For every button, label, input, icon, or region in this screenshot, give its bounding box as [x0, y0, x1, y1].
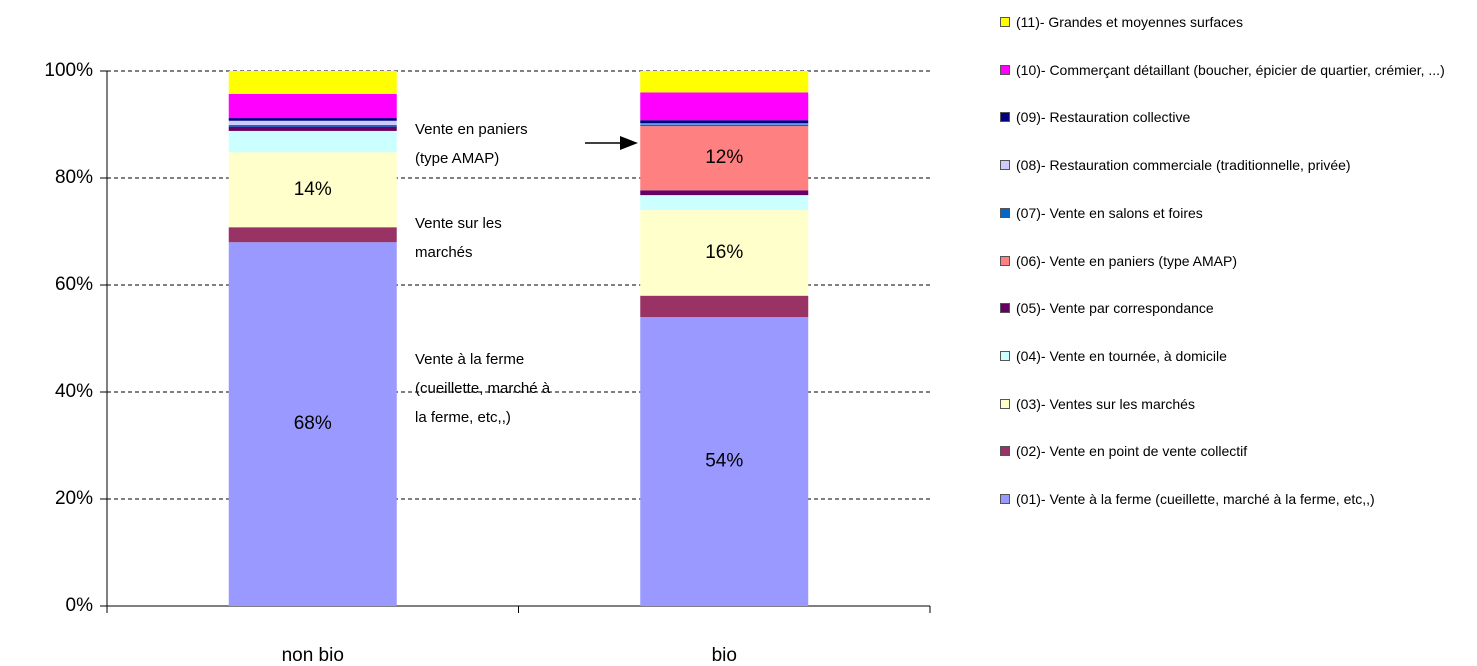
- bar-segment: [640, 120, 809, 124]
- data-label: 12%: [705, 147, 743, 168]
- x-tick-label: bio: [712, 645, 737, 666]
- bar-segment: [640, 92, 809, 121]
- bar-segment: [640, 190, 809, 196]
- legend-item: (05)- Vente par correspondance: [1000, 301, 1470, 316]
- bar-segment: [640, 317, 809, 606]
- legend-item: (11)- Grandes et moyennes surfaces: [1000, 15, 1470, 30]
- legend-item: (07)- Vente en salons et foires: [1000, 204, 1470, 221]
- annotation: Vente à la ferme: [415, 351, 524, 368]
- legend-swatch: [1000, 255, 1010, 266]
- legend-item: (01)- Vente à la ferme (cueillette, marc…: [1000, 492, 1470, 507]
- legend-label: (01)- Vente à la ferme (cueillette, marc…: [1016, 491, 1375, 507]
- bar-segment: [228, 71, 397, 95]
- bar-segment: [640, 71, 809, 93]
- legend-swatch: [1000, 350, 1010, 361]
- bar-segment: [228, 130, 397, 153]
- legend-swatch: [1000, 446, 1010, 457]
- data-label: 16%: [705, 242, 743, 263]
- bar-segment: [228, 152, 397, 228]
- y-tick-label: 20%: [55, 488, 93, 509]
- legend-label: (06)- Vente en paniers (type AMAP): [1016, 252, 1237, 269]
- legend-label: (08)- Restauration commerciale (traditio…: [1016, 157, 1351, 174]
- chart: 0% 20% 40% 60% 80% 100% non bio 68% 14% bio 54% 16%…: [44, 60, 931, 666]
- bar-segment: [640, 295, 809, 318]
- legend-item: (02)- Vente en point de vente collectif: [1000, 444, 1470, 459]
- bar-segment: [640, 210, 809, 296]
- bar-segment: [228, 94, 397, 119]
- legend-label: (03)- Ventes sur les marchés: [1016, 395, 1195, 412]
- legend-item: (09)- Restauration collective: [1000, 110, 1470, 125]
- annotation: la ferme, etc,,): [415, 409, 511, 426]
- legend-label: (07)- Vente en salons et foires: [1016, 204, 1203, 221]
- legend-label: (10)- Commerçant détaillant (boucher, ép…: [1016, 61, 1445, 78]
- bar-segment: [228, 242, 397, 606]
- legend-swatch: [1000, 494, 1010, 504]
- bar-segment: [228, 125, 397, 127]
- legend-swatch: [1000, 64, 1010, 75]
- legend-item: (10)- Commerçant détaillant (boucher, ép…: [1000, 61, 1470, 78]
- legend-item: (08)- Restauration commerciale (traditio…: [1000, 158, 1470, 173]
- legend-swatch: [1000, 303, 1010, 314]
- bar-segment: [640, 126, 809, 191]
- data-label: 14%: [294, 179, 332, 200]
- bar-segment: [640, 124, 809, 127]
- legend-swatch: [1000, 398, 1010, 409]
- legend-swatch: [1000, 112, 1010, 123]
- x-tick-label: non bio: [282, 645, 344, 666]
- annotation: marchés: [415, 244, 473, 261]
- bar-segment: [228, 126, 397, 131]
- legend-label: (11)- Grandes et moyennes surfaces: [1016, 14, 1243, 30]
- data-label: 68%: [294, 413, 332, 434]
- bar-segment: [228, 227, 397, 243]
- y-tick-label: 40%: [55, 381, 93, 402]
- bar-segment: [228, 118, 397, 121]
- legend-label: (04)- Vente en tournée, à domicile: [1016, 347, 1227, 364]
- y-tick-label: 0%: [66, 595, 94, 616]
- annotation: (type AMAP): [415, 150, 499, 167]
- y-tick-label: 80%: [55, 167, 93, 188]
- legend-item: (04)- Vente en tournée, à domicile: [1000, 347, 1470, 364]
- legend-swatch: [1000, 207, 1010, 218]
- legend-swatch: [1000, 17, 1010, 27]
- y-tick-label: 60%: [55, 274, 93, 295]
- annotation-arrowhead: [620, 136, 638, 150]
- legend-label: (05)- Vente par correspondance: [1016, 300, 1214, 317]
- annotation: (cueillette, marché à: [415, 380, 551, 397]
- bar-segment: [640, 123, 809, 125]
- legend-label: (02)- Vente en point de vente collectif: [1016, 443, 1248, 460]
- legend-item: (03)- Ventes sur les marchés: [1000, 395, 1470, 412]
- legend-item: (06)- Vente en paniers (type AMAP): [1000, 252, 1470, 269]
- y-tick-label: 100%: [44, 60, 93, 81]
- bar-segment: [228, 120, 397, 126]
- annotation: Vente en paniers: [415, 121, 528, 138]
- legend-swatch: [1000, 160, 1010, 171]
- annotation: Vente sur les: [415, 215, 502, 232]
- data-label: 54%: [705, 451, 743, 472]
- legend-label: (09)- Restauration collective: [1016, 109, 1191, 126]
- bar-segment: [640, 195, 809, 211]
